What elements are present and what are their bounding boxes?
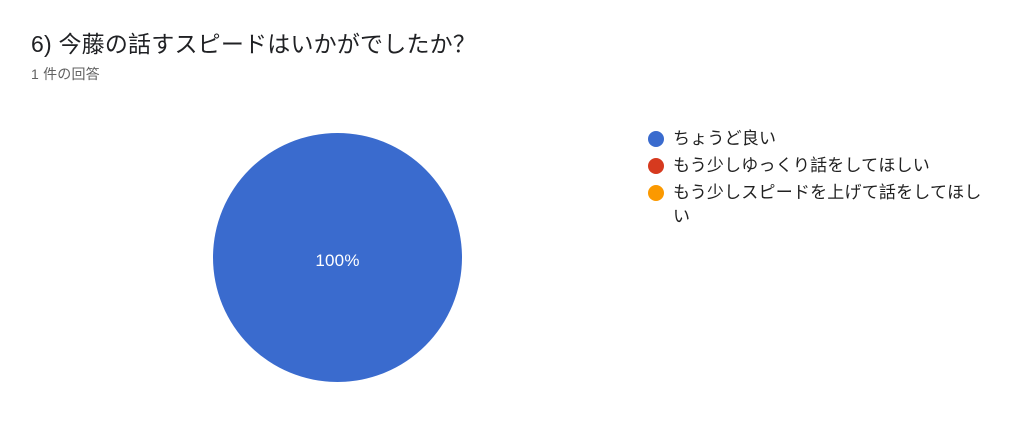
legend-item: ちょうど良い [648,127,987,151]
legend-color-dot-icon [648,131,664,147]
legend-item-label: もう少しゆっくり話をしてほしい [673,156,930,175]
legend-item-label: ちょうど良い [673,129,777,148]
legend-item-label: もう少しスピードを上げて話をしてほしい [673,183,982,226]
chart-legend: ちょうど良い もう少しゆっくり話をしてほしい もう少しスピードを上げて話をしてほ… [648,127,987,229]
legend-item: もう少しスピードを上げて話をしてほしい [648,181,987,229]
legend-item: もう少しゆっくり話をしてほしい [648,154,987,178]
response-count: 1 件の回答 [31,66,100,82]
pie-chart: 100% [213,133,462,382]
pie-slice-percent-label: 100% [315,250,360,270]
legend-color-dot-icon [648,158,664,174]
question-title: 6) 今藤の話すスピードはいかがでしたか？ [31,31,477,57]
legend-color-dot-icon [648,185,664,201]
